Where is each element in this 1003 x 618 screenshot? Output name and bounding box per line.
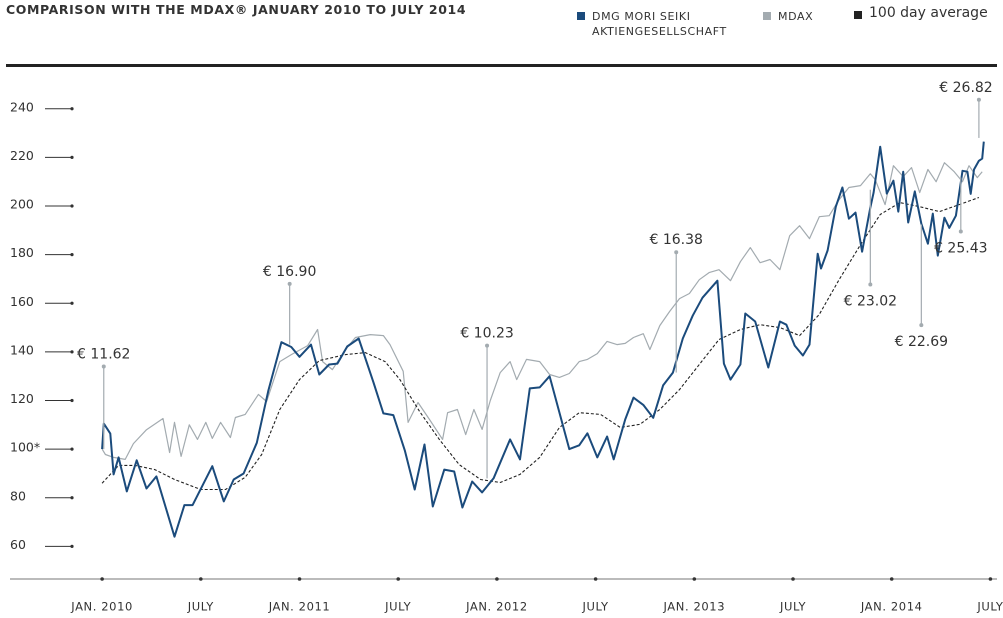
- y-tick-dot: [70, 155, 74, 159]
- annotation-dot: [485, 343, 490, 348]
- y-tick-label: 140: [10, 342, 34, 357]
- series-line: [101, 141, 985, 538]
- x-tick-label: JULY: [187, 600, 214, 614]
- y-tick-dot: [70, 301, 74, 305]
- y-tick-label: 220: [10, 148, 34, 163]
- x-tick: [593, 577, 598, 581]
- series-line: [101, 196, 980, 491]
- x-tick: [988, 577, 993, 581]
- annotation-dot: [919, 323, 924, 328]
- y-tick-dot: [70, 107, 74, 111]
- x-tick-label: JAN. 2013: [662, 600, 725, 614]
- y-tick-dot: [70, 253, 74, 257]
- x-tick-label: JULY: [976, 600, 1003, 614]
- annotation-label: € 16.38: [650, 232, 703, 248]
- x-tick-label: JULY: [779, 600, 806, 614]
- y-tick-dot: [70, 350, 74, 354]
- annotation-dot: [287, 281, 292, 286]
- y-tick-label: 60: [10, 537, 26, 552]
- x-tick: [100, 577, 104, 581]
- annotation-dot: [868, 282, 873, 287]
- y-tick-label: 100*: [10, 440, 40, 455]
- y-tick-dot: [70, 204, 74, 208]
- annotation-label: € 11.62: [77, 346, 130, 362]
- y-tick-dot: [70, 544, 74, 548]
- legend-swatch: [763, 12, 771, 20]
- chart-title: COMPARISON WITH THE MDAX® JANUARY 2010 T…: [6, 2, 467, 17]
- annotation-dot: [958, 229, 963, 234]
- annotation-label: € 26.82: [939, 80, 992, 96]
- x-tick: [692, 577, 697, 581]
- x-tick-label: JAN. 2010: [70, 600, 133, 614]
- x-tick: [791, 577, 795, 581]
- y-tick-label: 240: [10, 99, 34, 114]
- x-tick-label: JAN. 2012: [465, 600, 528, 614]
- x-tick-label: JULY: [384, 600, 411, 614]
- legend-swatch: [577, 12, 585, 20]
- annotation-dot: [674, 250, 679, 255]
- y-tick-dot: [70, 447, 74, 451]
- y-tick-label: 120: [10, 391, 34, 406]
- annotation-label: € 22.69: [895, 334, 948, 350]
- y-tick-label: 180: [10, 245, 34, 260]
- y-tick-label: 200: [10, 197, 34, 212]
- y-tick-dot: [70, 398, 74, 403]
- legend-entry: MDAX: [763, 9, 814, 24]
- y-tick-label: 160: [10, 294, 34, 309]
- x-tick-label: JULY: [582, 600, 609, 614]
- legend-entry: DMG MORI SEIKI AKTIENGESELLSCHAFT: [577, 9, 762, 39]
- x-tick: [199, 577, 203, 581]
- legend-label: MDAX: [778, 10, 814, 23]
- legend-label: DMG MORI SEIKI AKTIENGESELLSCHAFT: [592, 10, 727, 38]
- annotation-dot: [976, 97, 981, 102]
- legend-label: 100 day average: [869, 5, 988, 21]
- x-tick: [495, 577, 499, 581]
- x-tick-label: JAN. 2011: [268, 600, 331, 614]
- legend-swatch: [854, 11, 862, 19]
- x-tick: [889, 577, 894, 581]
- annotation-label: € 23.02: [844, 294, 897, 310]
- x-tick-label: JAN. 2014: [860, 600, 923, 614]
- y-tick-dot: [70, 496, 74, 500]
- annotation-label: € 10.23: [460, 326, 513, 342]
- y-tick-label: 80: [10, 488, 26, 503]
- annotation-dot: [101, 364, 106, 369]
- top-rule: [6, 64, 997, 67]
- x-tick: [297, 577, 302, 581]
- annotation-label: € 25.43: [934, 241, 987, 257]
- x-tick: [396, 577, 401, 581]
- series-line: [101, 162, 983, 460]
- annotation-label: € 16.90: [263, 264, 316, 280]
- legend-entry: 100 day average: [854, 5, 988, 21]
